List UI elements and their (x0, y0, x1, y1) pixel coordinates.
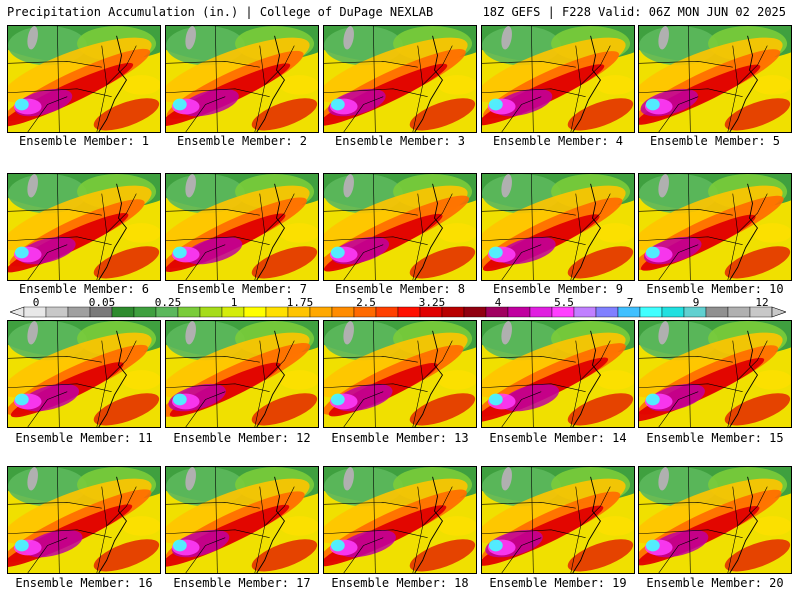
colorbar-segment (177, 306, 201, 318)
colorbar-segment (265, 306, 289, 318)
ensemble-member-label: Ensemble Member: 8 (334, 282, 466, 296)
ensemble-member-label: Ensemble Member: 12 (173, 431, 311, 445)
colorbar-segment (639, 306, 663, 318)
colorbar-segment (507, 306, 531, 318)
ensemble-member-label: Ensemble Member: 15 (646, 431, 784, 445)
ensemble-map-3 (323, 25, 477, 133)
ensemble-map-9 (481, 173, 635, 281)
ensemble-map-2 (165, 25, 319, 133)
colorbar-tick-label: 0 (32, 296, 40, 309)
colorbar-segment (529, 306, 553, 318)
colorbar-segment (199, 306, 223, 318)
colorbar-tick-label: 9 (692, 296, 700, 309)
colorbar-tick-label: 0.05 (88, 296, 116, 309)
colorbar-tick-label: 4 (494, 296, 502, 309)
ensemble-member-label: Ensemble Member: 7 (176, 282, 308, 296)
colorbar-segment (727, 306, 751, 318)
ensemble-member-label: Ensemble Member: 17 (173, 576, 311, 590)
ensemble-map-16 (7, 466, 161, 574)
ensemble-map-17 (165, 466, 319, 574)
product-title: Precipitation Accumulation (in.) | Colle… (7, 5, 434, 19)
colorbar-segment (595, 306, 619, 318)
ensemble-member-label: Ensemble Member: 6 (18, 282, 150, 296)
colorbar-segment (441, 306, 465, 318)
colorbar-segment (45, 306, 69, 318)
colorbar-tick-label: 7 (626, 296, 634, 309)
colorbar-tick-label: 3.25 (418, 296, 446, 309)
ensemble-map-13 (323, 320, 477, 428)
ensemble-map-10 (638, 173, 792, 281)
ensemble-map-6 (7, 173, 161, 281)
colorbar-segment (705, 306, 729, 318)
colorbar-segment (133, 306, 157, 318)
ensemble-member-label: Ensemble Member: 11 (15, 431, 153, 445)
ensemble-map-8 (323, 173, 477, 281)
ensemble-member-label: Ensemble Member: 3 (334, 134, 466, 148)
ensemble-member-label: Ensemble Member: 5 (649, 134, 781, 148)
ensemble-member-label: Ensemble Member: 9 (492, 282, 624, 296)
colorbar-segment (67, 306, 91, 318)
ensemble-map-11 (7, 320, 161, 428)
ensemble-map-5 (638, 25, 792, 133)
colorbar-segment (463, 306, 487, 318)
ensemble-member-label: Ensemble Member: 16 (15, 576, 153, 590)
colorbar-tick-label: 0.25 (154, 296, 182, 309)
ensemble-member-label: Ensemble Member: 4 (492, 134, 624, 148)
colorbar-right-arrow (771, 306, 786, 318)
colorbar-segment (243, 306, 267, 318)
colorbar-tick-label: 2.5 (356, 296, 376, 309)
colorbar-segment (661, 306, 685, 318)
colorbar-tick-label: 1 (230, 296, 238, 309)
colorbar-segment (397, 306, 421, 318)
ensemble-member-label: Ensemble Member: 19 (489, 576, 627, 590)
ensemble-member-label: Ensemble Member: 20 (646, 576, 784, 590)
ensemble-map-14 (481, 320, 635, 428)
colorbar-tick-label: 12 (755, 296, 769, 309)
colorbar-segment (375, 306, 399, 318)
ensemble-map-4 (481, 25, 635, 133)
ensemble-map-19 (481, 466, 635, 574)
ensemble-map-18 (323, 466, 477, 574)
ensemble-map-15 (638, 320, 792, 428)
ensemble-member-label: Ensemble Member: 10 (646, 282, 784, 296)
ensemble-member-label: Ensemble Member: 2 (176, 134, 308, 148)
colorbar-tick-label: 5.5 (554, 296, 574, 309)
colorbar-segment (331, 306, 355, 318)
header-bar: Precipitation Accumulation (in.) | Colle… (0, 0, 800, 22)
ensemble-map-1 (7, 25, 161, 133)
colorbar-segment (309, 306, 333, 318)
model-run-info: 18Z GEFS | F228 Valid: 06Z MON JUN 02 20… (482, 5, 786, 19)
colorbar (10, 306, 786, 318)
ensemble-member-label: Ensemble Member: 18 (331, 576, 469, 590)
ensemble-map-7 (165, 173, 319, 281)
colorbar-segment (573, 306, 597, 318)
colorbar-tick-label: 1.75 (286, 296, 314, 309)
colorbar-segment (111, 306, 135, 318)
ensemble-map-12 (165, 320, 319, 428)
ensemble-member-label: Ensemble Member: 13 (331, 431, 469, 445)
ensemble-member-label: Ensemble Member: 14 (489, 431, 627, 445)
ensemble-map-20 (638, 466, 792, 574)
ensemble-member-label: Ensemble Member: 1 (18, 134, 150, 148)
colorbar-left-arrow (10, 306, 25, 318)
